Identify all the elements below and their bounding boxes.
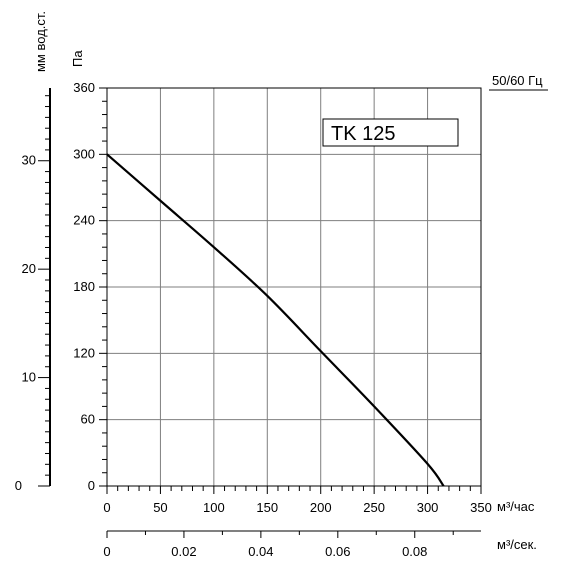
left-unit-label: мм вод.ст. <box>33 11 48 72</box>
frequency-label: 50/60 Гц <box>492 73 543 88</box>
sec-tick-label: 0.08 <box>402 544 427 559</box>
minor-ticks <box>38 87 482 538</box>
y-tick-label: 0 <box>88 478 95 493</box>
grid-lines <box>107 87 482 486</box>
x-tick-label: 350 <box>470 500 492 515</box>
x-tick-label: 0 <box>103 500 110 515</box>
pa-unit-label: Па <box>70 50 85 67</box>
y-tick-label: 180 <box>73 279 95 294</box>
y-tick-label: 360 <box>73 80 95 95</box>
mmwg-tick-label: 30 <box>22 153 36 168</box>
x-tick-label: 300 <box>417 500 439 515</box>
y-tick-label: 240 <box>73 213 95 228</box>
sec-tick-label: 0.02 <box>171 544 196 559</box>
model-label-box <box>322 118 459 147</box>
plot-frame <box>106 87 482 487</box>
series-layer <box>106 153 445 487</box>
model-label: TK 125 <box>331 123 395 145</box>
fan-curve-line <box>106 153 445 487</box>
mmwg-tick-label: 0 <box>15 478 22 493</box>
axes <box>38 87 482 532</box>
sec-tick-label: 0.06 <box>325 544 350 559</box>
x-tick-label: 200 <box>310 500 332 515</box>
x-axis-label-primary: м³/час <box>497 499 535 514</box>
x-axis-label-secondary: м³/сек. <box>497 537 537 552</box>
x-tick-label: 100 <box>203 500 225 515</box>
x-tick-label: 150 <box>256 500 278 515</box>
x-tick-label: 250 <box>363 500 385 515</box>
mmwg-tick-label: 10 <box>22 370 36 385</box>
sec-tick-label: 0.04 <box>248 544 273 559</box>
tick-labels: 0 50 100 150 200 250 300 3500601201802403003600… <box>15 80 492 559</box>
y-tick-label: 60 <box>81 412 95 427</box>
y-tick-label: 300 <box>73 146 95 161</box>
y-tick-label: 120 <box>73 345 95 360</box>
x-tick-label: 50 <box>153 500 167 515</box>
sec-tick-label: 0 <box>103 544 110 559</box>
mmwg-tick-label: 20 <box>22 261 36 276</box>
